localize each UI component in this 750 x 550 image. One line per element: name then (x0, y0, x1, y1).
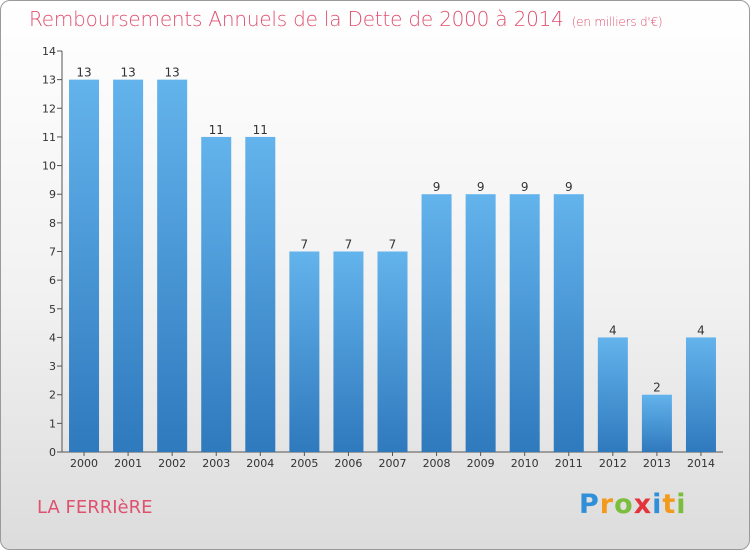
bar-value-label: 9 (565, 180, 573, 194)
bar (685, 337, 716, 452)
bar-value-label: 7 (345, 238, 353, 252)
y-tick-label: 8 (49, 217, 56, 230)
y-tick-label: 4 (49, 331, 56, 344)
commune-name: LA FERRIèRE (37, 497, 153, 518)
chart-unit-note: (en milliers d'€) (571, 15, 663, 29)
logo-letter: t (662, 489, 677, 520)
logo-letter: P (579, 489, 600, 520)
x-tick-label: 2010 (511, 457, 539, 470)
bar (509, 194, 540, 452)
x-tick-label: 2013 (643, 457, 671, 470)
bar-value-label: 13 (165, 66, 180, 80)
bar-value-label: 4 (697, 323, 705, 337)
bar (465, 194, 496, 452)
bar (245, 136, 276, 452)
bar (69, 79, 100, 453)
bar-value-label: 2 (653, 381, 661, 395)
bar-value-label: 7 (389, 238, 397, 252)
x-tick-label: 2001 (114, 457, 142, 470)
bar (597, 337, 628, 452)
bar-value-label: 9 (521, 180, 529, 194)
logo-letter: i (676, 489, 687, 520)
y-tick-label: 1 (49, 417, 56, 430)
x-tick-label: 2004 (246, 457, 274, 470)
x-tick-label: 2003 (202, 457, 230, 470)
y-tick-label: 2 (49, 389, 56, 402)
x-tick-label: 2008 (423, 457, 451, 470)
y-tick-label: 9 (49, 188, 56, 201)
bar (421, 194, 452, 452)
y-tick-label: 7 (49, 246, 56, 259)
x-tick-label: 2011 (555, 457, 583, 470)
bar-value-label: 9 (477, 180, 485, 194)
y-tick-label: 0 (49, 446, 56, 459)
x-tick-label: 2009 (467, 457, 495, 470)
bar (157, 79, 188, 453)
y-tick-label: 5 (49, 303, 56, 316)
logo-letter: i (652, 489, 663, 520)
chart-title-text: Remboursements Annuels de la Dette de 20… (29, 7, 564, 31)
bar-value-label: 13 (76, 66, 91, 80)
bar (289, 251, 320, 452)
x-tick-label: 2006 (334, 457, 362, 470)
bar (201, 136, 232, 452)
x-tick-label: 2012 (599, 457, 627, 470)
bar (333, 251, 364, 452)
x-tick-label: 2007 (379, 457, 407, 470)
bar (641, 394, 672, 452)
proxiti-logo: Proxiti (579, 489, 687, 520)
y-tick-label: 6 (49, 274, 56, 287)
logo-letter: r (599, 489, 615, 520)
x-tick-label: 2002 (158, 457, 186, 470)
x-tick-label: 2000 (70, 457, 98, 470)
y-tick-label: 10 (42, 160, 56, 173)
chart-title: Remboursements Annuels de la Dette de 20… (29, 7, 663, 31)
bar (113, 79, 144, 453)
y-tick-label: 14 (42, 45, 56, 58)
bar (377, 251, 408, 452)
y-tick-label: 3 (49, 360, 56, 373)
bar (553, 194, 584, 452)
x-tick-label: 2014 (687, 457, 715, 470)
logo-letter: o (614, 489, 634, 520)
logo-letter: x (633, 489, 653, 520)
bar-value-label: 7 (301, 238, 309, 252)
bar-value-label: 11 (209, 123, 224, 137)
bar-value-label: 9 (433, 180, 441, 194)
bar-value-label: 4 (609, 323, 617, 337)
y-tick-label: 12 (42, 102, 56, 115)
y-tick-label: 11 (42, 131, 56, 144)
bar-value-label: 13 (120, 66, 135, 80)
bar-value-label: 11 (253, 123, 268, 137)
x-tick-label: 2005 (290, 457, 318, 470)
y-tick-label: 13 (42, 74, 56, 87)
